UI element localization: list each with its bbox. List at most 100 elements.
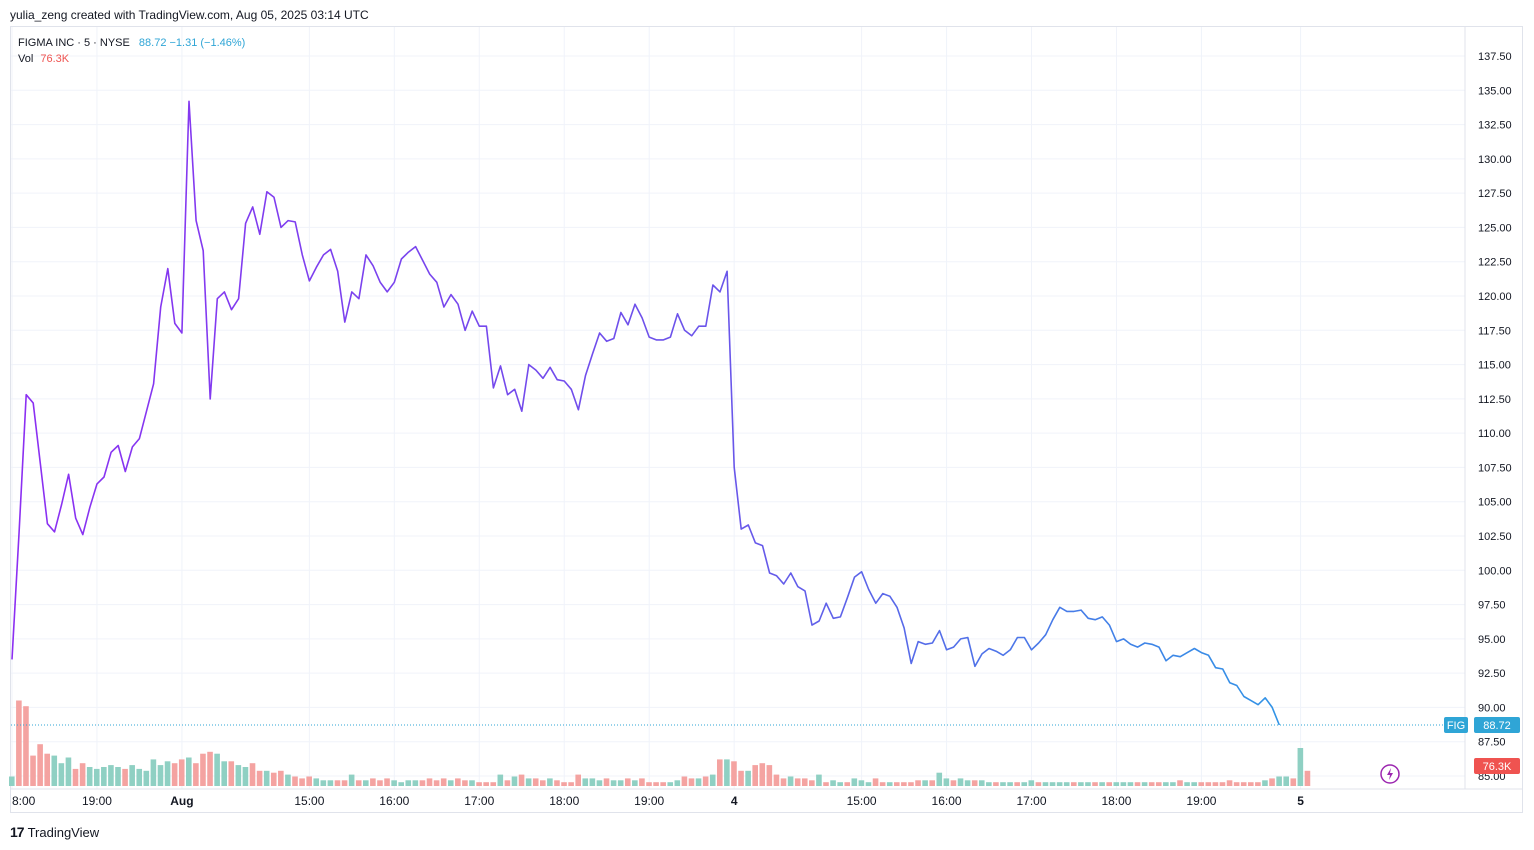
volume-bar	[752, 765, 758, 786]
volume-bar	[1078, 782, 1084, 786]
volume-bar	[943, 778, 950, 786]
volume-bar	[886, 782, 893, 786]
volume-bar	[674, 780, 681, 786]
volume-bar	[1269, 778, 1275, 786]
volume-bar	[667, 782, 674, 786]
volume-bar	[86, 767, 93, 786]
x-tick-label: 19:00	[1186, 794, 1216, 808]
volume-bar	[879, 782, 886, 786]
volume-bar	[1177, 780, 1183, 786]
y-tick-label: 87.50	[1478, 737, 1506, 749]
volume-bar	[1092, 782, 1098, 786]
y-tick-label: 130.00	[1478, 154, 1512, 166]
volume-bar	[122, 768, 128, 786]
y-tick-label: 110.00	[1478, 428, 1511, 440]
volume-bar	[993, 782, 999, 786]
volume-bar	[1212, 782, 1219, 786]
x-tick-label: 15:00	[847, 794, 877, 808]
y-tick-label: 112.50	[1478, 394, 1511, 406]
volume-bar	[1000, 782, 1006, 786]
volume-bar	[532, 778, 539, 786]
volume-bar	[773, 774, 780, 786]
volume-bar	[894, 782, 900, 786]
volume-bar	[837, 782, 843, 786]
volume-bar	[1226, 780, 1233, 786]
y-tick-label: 135.00	[1478, 85, 1512, 97]
volume-bar	[1127, 782, 1134, 786]
volume-bar	[688, 778, 695, 786]
volume-bar	[341, 780, 348, 786]
volume-bar	[787, 776, 794, 786]
volume-bar	[575, 774, 581, 786]
volume-bar	[440, 778, 447, 786]
volume-bar	[1007, 782, 1013, 786]
volume-bar	[745, 770, 751, 786]
volume-bar	[872, 778, 879, 786]
symbol-info[interactable]: FIGMA INC · 5 · NYSE	[18, 37, 130, 49]
last-price-badge-label: 88.72	[1483, 720, 1511, 732]
volume-bar	[908, 782, 914, 786]
volume-bar	[915, 780, 921, 786]
x-tick-label: 15:00	[294, 794, 324, 808]
volume-label[interactable]: Vol	[18, 53, 34, 65]
chart-attribution: yulia_zeng created with TradingView.com,…	[10, 8, 369, 22]
volume-bar	[1141, 782, 1148, 786]
volume-bar	[391, 780, 397, 786]
y-tick-label: 120.00	[1478, 291, 1512, 303]
volume-bar	[348, 774, 355, 786]
y-tick-label: 125.00	[1478, 222, 1512, 234]
volume-bar	[249, 763, 256, 786]
volume-bar	[228, 761, 235, 786]
volume-bar	[398, 782, 404, 786]
volume-bar	[1304, 770, 1311, 786]
volume-bar	[936, 772, 943, 786]
volume-bar	[561, 782, 567, 786]
volume-bar	[525, 778, 532, 786]
volume-bar	[327, 780, 334, 786]
volume-bar	[72, 768, 79, 786]
volume-bar	[964, 780, 971, 786]
volume-bar	[334, 780, 341, 786]
volume-bar	[93, 768, 100, 786]
x-tick-label: 4	[731, 794, 738, 808]
last-price-badge	[1474, 716, 1520, 733]
y-tick-label: 97.50	[1478, 600, 1506, 612]
volume-bar	[23, 706, 29, 786]
volume-bar	[1184, 782, 1190, 786]
volume-bar	[1049, 782, 1056, 786]
ticker-badge	[1444, 716, 1468, 733]
volume-bar	[292, 776, 298, 786]
volume-bar	[1085, 782, 1091, 786]
volume-bar	[171, 763, 178, 786]
volume-bar	[957, 778, 964, 786]
price-line[interactable]	[11, 100, 1281, 726]
volume-bar	[695, 778, 702, 786]
volume-bar	[646, 782, 652, 786]
volume-bar	[851, 778, 858, 786]
volume-bar	[242, 767, 249, 786]
y-tick-label: 95.00	[1478, 634, 1506, 646]
volume-bar	[780, 778, 787, 786]
volume-bar	[256, 770, 263, 786]
volume-bar	[178, 759, 185, 786]
volume-bar	[469, 780, 475, 786]
volume-bar	[766, 765, 773, 786]
volume-bar	[157, 765, 164, 786]
volume-bar	[164, 761, 171, 786]
volume-bar	[653, 782, 659, 786]
price-change: 88.72 −1.31 (−1.46%)	[138, 37, 246, 49]
chart-frame	[10, 26, 1523, 813]
volume-bar	[1297, 748, 1304, 786]
volume-bar	[143, 770, 150, 786]
y-tick-label: 127.50	[1478, 188, 1512, 200]
footer-brand[interactable]: 17 TradingView	[10, 824, 99, 840]
volume-bar	[30, 755, 36, 786]
volume-value: 76.3K	[40, 53, 70, 65]
volume-bar	[1198, 782, 1205, 786]
volume-bar	[278, 770, 284, 786]
volume-bar	[759, 763, 766, 786]
volume-bar	[1035, 782, 1042, 786]
volume-bar	[1042, 782, 1049, 786]
volume-bar	[1106, 782, 1112, 786]
